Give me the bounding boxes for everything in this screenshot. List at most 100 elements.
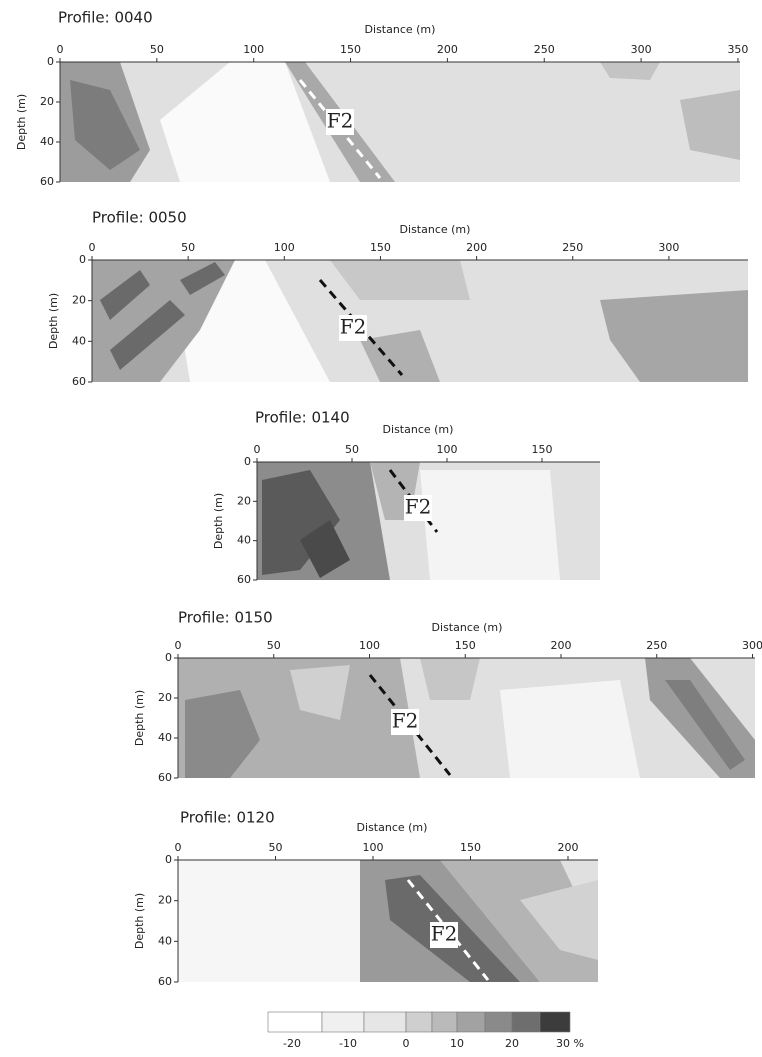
y-tick-label: 60 — [40, 175, 54, 188]
anomaly-region — [600, 62, 660, 80]
fault-label-box — [391, 709, 419, 735]
anomaly-region — [600, 290, 748, 382]
x-tick-label: 250 — [562, 241, 583, 254]
x-tick-label: 100 — [243, 43, 264, 56]
anomaly-region — [520, 880, 598, 960]
x-tick-label: 150 — [370, 241, 391, 254]
colorbar-cell — [363, 1011, 407, 1033]
x-tick-label: 0 — [89, 241, 96, 254]
x-tick-label: 300 — [742, 639, 762, 652]
colorbar-cell — [267, 1011, 323, 1033]
x-tick-label: 100 — [359, 639, 380, 652]
x-tick-label: 250 — [534, 43, 555, 56]
anomaly-region — [180, 262, 225, 295]
x-tick-label: 0 — [57, 43, 64, 56]
fault-label-box — [404, 495, 432, 521]
x-tick-label: 150 — [340, 43, 361, 56]
y-axis-label: Depth (m) — [133, 690, 146, 746]
colorbar-cell — [321, 1011, 365, 1033]
fault-label-box — [430, 922, 458, 948]
fault-label: F2 — [431, 922, 458, 946]
y-axis-label: Depth (m) — [15, 94, 28, 150]
anomaly-region — [100, 270, 150, 320]
y-tick-label: 40 — [72, 334, 86, 347]
fault-label-box — [326, 109, 354, 135]
x-tick-label: 50 — [345, 443, 359, 456]
colorbar-cell — [484, 1011, 513, 1033]
y-tick-label: 60 — [158, 975, 172, 988]
x-tick-label: 350 — [727, 43, 748, 56]
anomaly-region — [680, 90, 740, 160]
panel-title: Profile: 0050 — [92, 209, 187, 227]
x-tick-label: 100 — [437, 443, 458, 456]
colorbar-tick-label: 10 — [450, 1037, 464, 1050]
panel-title: Profile: 0140 — [255, 409, 350, 427]
anomaly-region — [178, 860, 360, 982]
x-tick-label: 200 — [558, 841, 579, 854]
y-tick-label: 40 — [40, 135, 54, 148]
colorbar-tick-label: 0 — [403, 1037, 410, 1050]
anomaly-region — [160, 62, 330, 182]
anomaly-region — [110, 300, 185, 370]
anomaly-region — [290, 665, 350, 720]
y-tick-label: 20 — [40, 95, 54, 108]
colorbar-cell — [456, 1011, 486, 1033]
x-tick-label: 200 — [466, 241, 487, 254]
y-tick-label: 40 — [237, 534, 251, 547]
fault-label: F2 — [405, 495, 432, 519]
x-tick-label: 50 — [150, 43, 164, 56]
anomaly-region — [185, 690, 260, 778]
x-tick-label: 300 — [658, 241, 679, 254]
x-axis-label: Distance (m) — [383, 423, 454, 436]
fault-label-box — [339, 315, 367, 341]
anomaly-region — [665, 680, 745, 770]
x-axis-label: Distance (m) — [432, 621, 503, 634]
x-tick-label: 300 — [631, 43, 652, 56]
y-tick-label: 0 — [165, 853, 172, 866]
y-tick-label: 20 — [72, 294, 86, 307]
colorbar-tick-label: 30 % — [556, 1037, 584, 1050]
x-tick-label: 100 — [363, 841, 384, 854]
x-tick-label: 200 — [437, 43, 458, 56]
colorbar-tick-label: -10 — [339, 1037, 357, 1050]
y-tick-label: 40 — [158, 731, 172, 744]
y-tick-label: 0 — [165, 651, 172, 664]
colorbar-cell — [539, 1011, 571, 1033]
y-tick-label: 20 — [158, 894, 172, 907]
x-tick-label: 50 — [269, 841, 283, 854]
y-tick-label: 40 — [158, 934, 172, 947]
anomaly-region — [300, 520, 350, 578]
panel-title: Profile: 0120 — [180, 809, 275, 827]
x-tick-label: 0 — [254, 443, 261, 456]
x-tick-label: 50 — [181, 241, 195, 254]
x-tick-label: 0 — [175, 639, 182, 652]
anomaly-region — [262, 470, 340, 575]
colorbar-cell — [405, 1011, 433, 1033]
anomaly-region — [500, 680, 640, 778]
y-tick-label: 20 — [158, 691, 172, 704]
anomaly-region — [420, 658, 480, 700]
anomaly-region — [360, 330, 440, 382]
y-tick-label: 20 — [237, 494, 251, 507]
x-tick-label: 150 — [532, 443, 553, 456]
x-tick-label: 150 — [460, 841, 481, 854]
anomaly-region — [420, 470, 560, 580]
panel-title: Profile: 0150 — [178, 609, 273, 627]
y-axis-label: Depth (m) — [133, 893, 146, 949]
y-tick-label: 60 — [237, 573, 251, 586]
x-axis-label: Distance (m) — [357, 821, 428, 834]
y-tick-label: 60 — [72, 375, 86, 388]
y-tick-label: 0 — [47, 55, 54, 68]
panel-title: Profile: 0040 — [58, 9, 153, 27]
x-axis-label: Distance (m) — [365, 23, 436, 36]
colorbar-tick-label: -20 — [283, 1037, 301, 1050]
x-tick-label: 250 — [646, 639, 667, 652]
colorbar-cell — [511, 1011, 541, 1033]
x-axis-label: Distance (m) — [400, 223, 471, 236]
fault-label: F2 — [392, 709, 419, 733]
y-axis-label: Depth (m) — [47, 293, 60, 349]
x-tick-label: 50 — [267, 639, 281, 652]
x-tick-label: 100 — [274, 241, 295, 254]
fault-label: F2 — [340, 315, 367, 339]
